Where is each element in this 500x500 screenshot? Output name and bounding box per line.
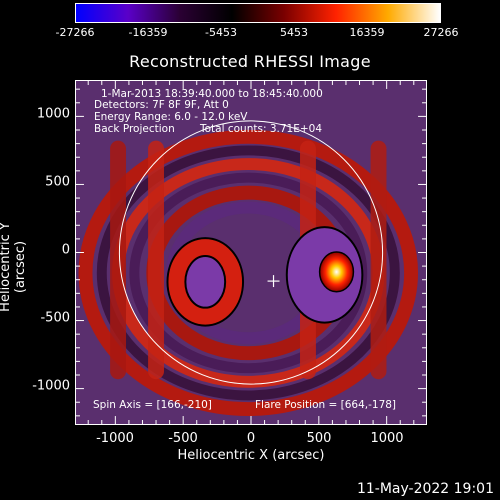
x-tick-label: 500 [306,431,332,446]
x-tick-label: -1000 [96,431,134,446]
x-axis-label: Heliocentric X (arcsec) [177,448,325,463]
timestamp: 11-May-2022 19:01 [356,481,494,497]
colorbar-tick-label: 27266 [423,26,459,39]
ring-core [184,254,227,309]
axis-ticks [76,81,426,424]
solar-limb-circle [118,120,384,385]
fringe-band [148,140,164,380]
y-tick-label: -1000 [32,378,70,394]
colorbar-gradient [76,4,440,22]
fringe-band [96,145,400,401]
x-tick-label: 1000 [370,431,404,446]
colorbar-tick-label: 16359 [349,26,385,39]
x-tick-label: -500 [168,431,198,446]
x-tick-label: 0 [246,431,256,446]
rhessi-image [76,81,426,424]
y-tick-label: 0 [61,242,70,258]
flare-source [318,251,355,293]
spin-axis-text: Spin Axis = [166,-210] [93,399,212,411]
spin-axis-marker [267,275,280,288]
energy-range-text: Energy Range: 6.0 - 12.0 keV [94,111,248,123]
flare-position-text: Flare Position = [664,-178] [255,399,397,411]
y-tick-label: 1000 [36,106,70,122]
method-text: Back Projection [94,123,175,135]
y-tick-label: 500 [45,174,70,190]
plot-area [75,80,427,425]
fringe-band [110,140,127,380]
detectors-text: Detectors: 7F 8F 9F, Att 0 [94,99,229,111]
colorbar-tick-label: -27266 [55,26,95,39]
colorbar [75,3,441,23]
image-title: Reconstructed RHESSI Image [129,52,371,71]
colorbar-tick-label: -5453 [205,26,237,39]
fringe-band [78,129,419,416]
total-counts-text: Total counts: 3.71E+04 [200,123,323,135]
fringe-band [370,140,387,380]
y-tick-label: -500 [40,310,70,326]
colorbar-tick-label: 5453 [280,26,308,39]
time-range-text: 1-Mar-2013 18:39:40.000 to 18:45:40.000 [101,88,323,100]
colorbar-tick-label: -16359 [128,26,168,39]
y-axis-label: Heliocentric Y (arcsec) [0,222,28,312]
